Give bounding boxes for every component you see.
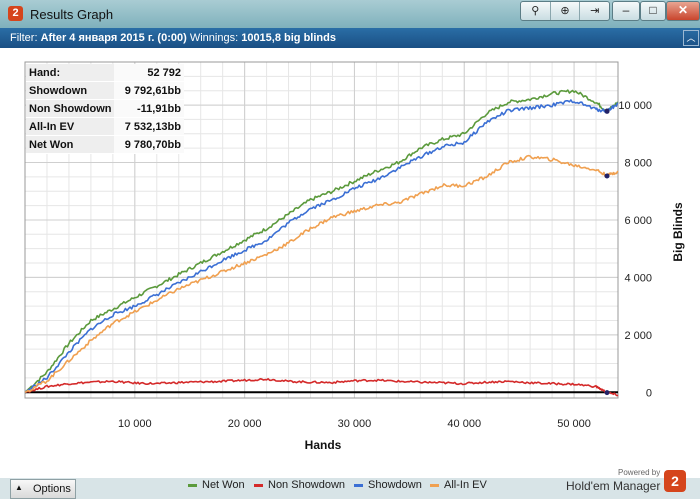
plot-frame bbox=[24, 61, 619, 399]
winnings-value: 10015,8 big blinds bbox=[241, 32, 336, 44]
stats-label: Non Showdown bbox=[26, 99, 114, 118]
stats-value: 52 792 bbox=[114, 64, 184, 82]
series-line-non-showdown bbox=[24, 377, 619, 397]
brand-name: Hold'em Manager bbox=[566, 479, 661, 493]
series-marker-showdown bbox=[604, 108, 610, 114]
filter-value: After 4 января 2015 г. (0:00) bbox=[40, 32, 187, 44]
legend-swatch bbox=[188, 483, 197, 487]
legend-swatch bbox=[254, 483, 263, 487]
legend-item-net-won: Net Won bbox=[188, 479, 245, 491]
stats-label: All-In EV bbox=[26, 117, 114, 136]
series-line-net-won bbox=[24, 89, 619, 393]
bottom-bar bbox=[0, 478, 700, 499]
legend-swatch bbox=[430, 483, 439, 487]
stats-row: Showdown 9 792,61bb bbox=[26, 81, 184, 100]
series-marker-non-showdown bbox=[604, 390, 610, 396]
stats-row: Non Showdown -11,91bb bbox=[26, 99, 184, 118]
export-icon[interactable]: ⇥ bbox=[590, 5, 600, 17]
app-logo-icon: 2 bbox=[8, 6, 23, 21]
toolbar-group: ⚲ ⊕ ⇥ bbox=[520, 1, 610, 21]
winnings-label: Winnings: bbox=[189, 32, 239, 44]
target-icon[interactable]: ⊕ bbox=[551, 2, 581, 20]
y-tick-label: 8 000 bbox=[624, 158, 652, 170]
triangle-up-icon: ▲ bbox=[15, 483, 23, 492]
stats-label: Net Won bbox=[26, 135, 114, 154]
maximize-button[interactable]: □ bbox=[640, 1, 666, 21]
y-tick-label: 6 000 bbox=[624, 215, 652, 227]
legend-item-non-showdown: Non Showdown bbox=[254, 479, 345, 491]
legend-item-all-in-ev: All-In EV bbox=[430, 479, 487, 491]
collapse-filter-icon[interactable]: ︿ bbox=[683, 30, 699, 46]
powered-by-label: Powered by bbox=[618, 468, 661, 477]
filter-bar: Filter: After 4 января 2015 г. (0:00) Wi… bbox=[0, 28, 700, 48]
window-titlebar: 2 Results Graph ⚲ ⊕ ⇥ – □ ✕ bbox=[0, 0, 700, 28]
x-tick-label: 50 000 bbox=[557, 418, 591, 430]
filter-label: Filter: bbox=[10, 32, 38, 44]
results-chart: 0 2 000 4 000 6 000 8 000 10 000 10 000 20 000 3… bbox=[24, 61, 685, 452]
stats-row: Hand: 52 792 bbox=[26, 64, 184, 82]
stats-value: 9 792,61bb bbox=[114, 81, 184, 100]
x-tick-label: 40 000 bbox=[447, 418, 481, 430]
y-axis-label: Big Blinds bbox=[671, 202, 685, 262]
brand-logo-icon: 2 bbox=[664, 470, 686, 492]
x-axis-label: Hands bbox=[305, 438, 342, 452]
window-title: Results Graph bbox=[30, 7, 114, 22]
legend-label: Net Won bbox=[202, 479, 245, 491]
legend-label: Showdown bbox=[368, 479, 422, 491]
legend-label: All-In EV bbox=[444, 479, 487, 491]
minimize-button[interactable]: – bbox=[612, 1, 640, 21]
stats-label: Showdown bbox=[26, 81, 114, 100]
y-tick-label: 2 000 bbox=[624, 330, 652, 342]
x-tick-label: 20 000 bbox=[228, 418, 262, 430]
stats-row: All-In EV 7 532,13bb bbox=[26, 117, 184, 136]
legend-item-showdown: Showdown bbox=[354, 479, 422, 491]
series-line-all-in-ev bbox=[24, 154, 619, 393]
y-tick-label: 0 bbox=[646, 387, 652, 399]
series-line-showdown bbox=[24, 99, 619, 393]
options-label: Options bbox=[33, 483, 71, 495]
legend-label: Non Showdown bbox=[268, 479, 346, 491]
stats-value: -11,91bb bbox=[114, 99, 184, 118]
x-tick-label: 30 000 bbox=[338, 418, 372, 430]
y-tick-label: 4 000 bbox=[624, 272, 652, 284]
stats-row: Net Won 9 780,70bb bbox=[26, 135, 184, 154]
stats-value: 9 780,70bb bbox=[114, 135, 184, 154]
options-button[interactable]: ▲ Options bbox=[10, 479, 76, 499]
stats-label: Hand: bbox=[26, 64, 114, 82]
stats-table: Hand: 52 792 Showdown 9 792,61bb Non Showdow… bbox=[26, 64, 184, 154]
series-marker-all-in-ev bbox=[604, 173, 610, 179]
stats-value: 7 532,13bb bbox=[114, 117, 184, 136]
x-tick-label: 10 000 bbox=[118, 418, 152, 430]
legend-swatch bbox=[354, 483, 363, 487]
y-tick-label: 10 000 bbox=[618, 100, 652, 112]
pin-icon[interactable]: ⚲ bbox=[521, 2, 551, 20]
